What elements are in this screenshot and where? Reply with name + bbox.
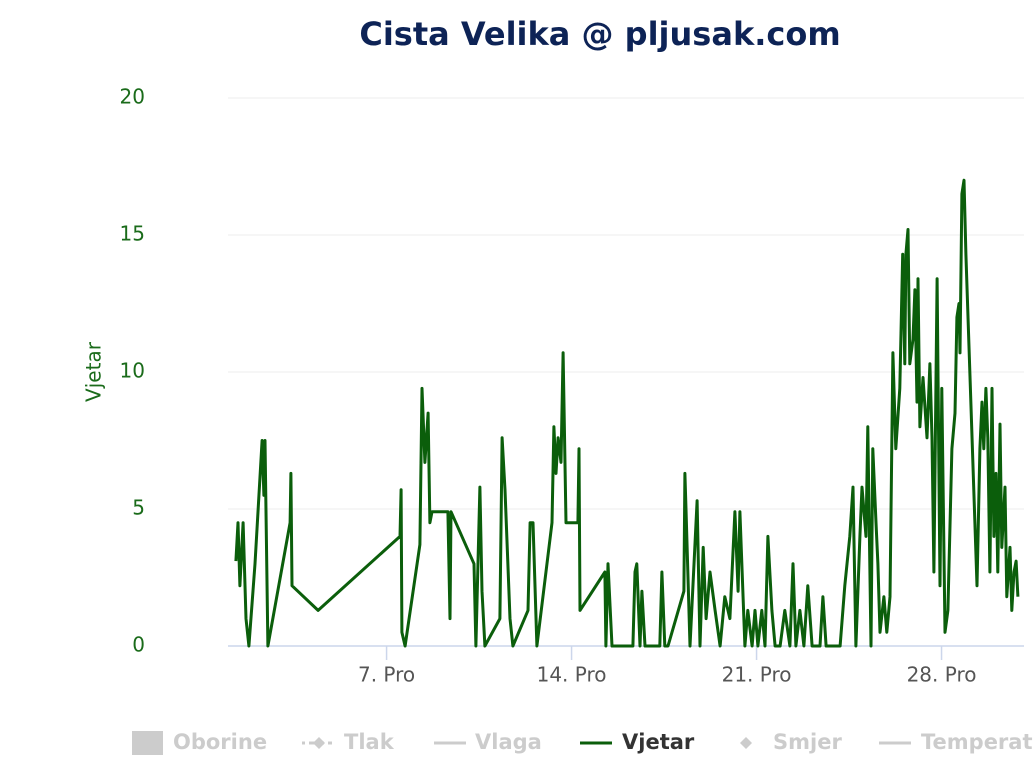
- y-tick-label: 10: [120, 359, 145, 383]
- y-tick-label: 5: [132, 496, 145, 520]
- y-axis-label: Vjetar: [82, 341, 106, 402]
- y-tick-label: 15: [120, 222, 145, 246]
- chart-title: Cista Velika @ pljusak.com: [359, 15, 840, 53]
- legend-symbol: [313, 737, 325, 749]
- x-tick-label: 28. Pro: [907, 663, 977, 687]
- x-tick-label: 14. Pro: [537, 663, 607, 687]
- data-line: [234, 178, 1020, 648]
- legend-label[interactable]: Tlak: [344, 730, 395, 754]
- legend-label[interactable]: Oborine: [173, 730, 267, 754]
- legend-label[interactable]: Temperatura: [921, 730, 1034, 754]
- y-tick-label: 20: [120, 85, 145, 109]
- legend-label[interactable]: Vjetar: [622, 730, 695, 754]
- legend-symbol: [132, 731, 163, 755]
- legend-symbol: [740, 737, 752, 749]
- legend-label[interactable]: Smjer: [773, 730, 842, 754]
- y-tick-label: 0: [132, 633, 145, 657]
- legend-label[interactable]: Vlaga: [475, 730, 542, 754]
- x-tick-label: 21. Pro: [722, 663, 792, 687]
- x-tick-label: 7. Pro: [358, 663, 415, 687]
